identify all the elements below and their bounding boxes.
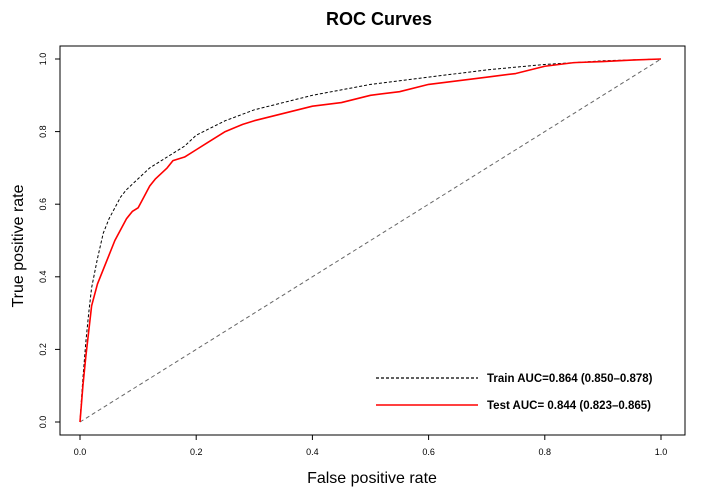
x-tick-label: 1.0: [655, 447, 668, 457]
y-tick-label: 1.0: [38, 53, 48, 66]
x-tick-label: 0.6: [422, 447, 435, 457]
series-layer: [79, 58, 662, 423]
y-axis: 0.0 0.2 0.4 0.6 0.8 1.0: [38, 53, 61, 429]
x-tick-label: 0.2: [190, 447, 203, 457]
roc-train-line: [79, 58, 662, 423]
chart-title: ROC Curves: [326, 9, 432, 29]
x-tick-label: 0.4: [306, 447, 319, 457]
reference-diagonal-line: [79, 58, 662, 423]
y-tick-label: 0.6: [38, 198, 48, 211]
y-tick-label: 0.2: [38, 343, 48, 356]
x-tick-label: 0.0: [74, 447, 87, 457]
roc-test-line: [79, 58, 662, 423]
x-tick-label: 0.8: [539, 447, 552, 457]
x-axis-label: False positive rate: [307, 470, 437, 487]
y-tick-label: 0.4: [38, 271, 48, 284]
legend-train-label: Train AUC=0.864 (0.850–0.878): [487, 373, 653, 385]
y-tick-label: 0.8: [38, 125, 48, 138]
y-tick-label: 0.0: [38, 416, 48, 429]
legend-test-label: Test AUC= 0.844 (0.823–0.865): [487, 400, 651, 412]
legend: Train AUC=0.864 (0.850–0.878) Test AUC= …: [376, 373, 653, 412]
x-axis: 0.0 0.2 0.4 0.6 0.8 1.0: [74, 434, 668, 457]
y-axis-label: True positive rate: [10, 184, 27, 307]
